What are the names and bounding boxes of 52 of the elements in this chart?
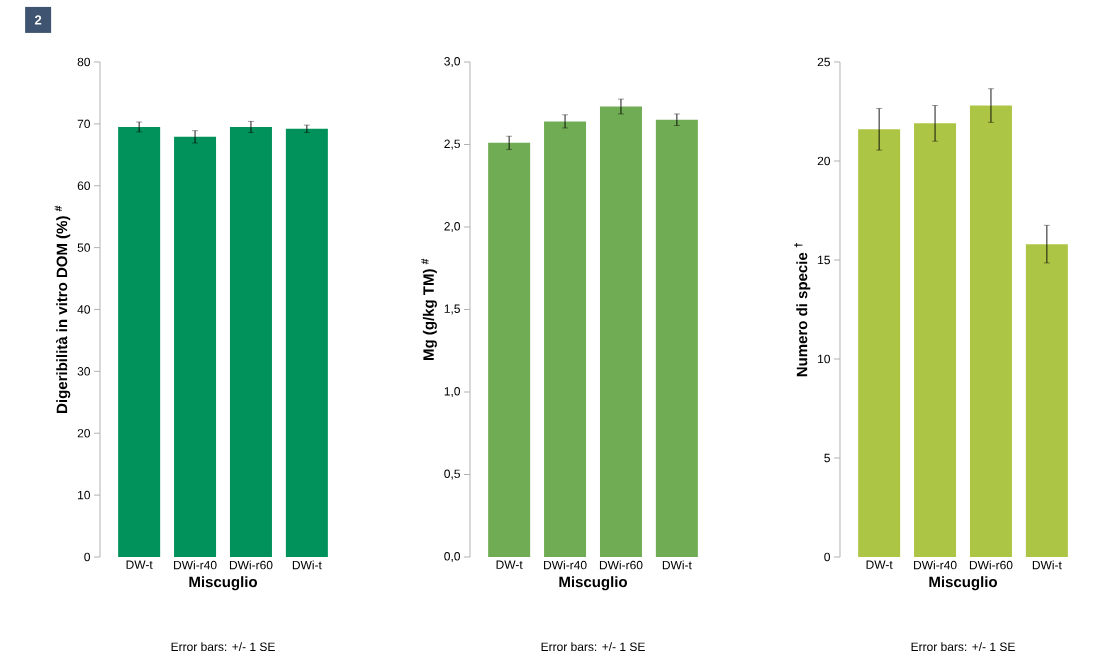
y-tick-label: 60 [77, 181, 91, 190]
y-tick-label: 0,5 [444, 469, 460, 480]
y-tick-label: 1,5 [444, 304, 460, 315]
x-tick-label: DWi-r40 [174, 560, 217, 570]
bar [488, 142, 531, 557]
y-tick-label: 25 [817, 57, 830, 67]
y-tick-label: 20 [817, 156, 831, 166]
bar [544, 121, 587, 557]
x-tick-label: DWi-r60 [969, 560, 1013, 570]
bar [914, 123, 957, 557]
y-tick-label: 1,0 [444, 387, 461, 397]
y-tick-label: 0,0 [444, 552, 461, 562]
bar [599, 106, 642, 557]
y-tick-label: 70 [77, 119, 91, 129]
x-axis-title: Miscuglio [559, 576, 628, 591]
x-tick-label: DWi-t [1032, 560, 1062, 570]
x-axis-title: Miscuglio [929, 576, 998, 591]
text: Error bars: +/- 1 SE [541, 642, 645, 651]
y-tick-label: 10 [818, 354, 831, 364]
y-tick-label: 30 [77, 367, 91, 376]
y-tick-label: 0 [824, 552, 831, 562]
bar [1025, 244, 1068, 557]
y-axis-title: Mg (g/kg TM) $^{#}$ [421, 258, 437, 360]
bar [858, 129, 901, 557]
bar [969, 105, 1012, 557]
x-tick-label: DWi-r40 [544, 560, 587, 570]
y-tick-label: 40 [77, 305, 91, 314]
x-tick-label: DWi-r60 [599, 560, 643, 570]
y-tick-label: 2,5 [444, 139, 460, 150]
y-tick-label: 80 [77, 57, 91, 67]
y-tick-label: 0 [84, 552, 91, 562]
text: Error bars: +/- 1 SE [171, 642, 275, 651]
y-axis-title: Digeribilità in vitro DOM (%) $^{#}$ [54, 205, 71, 413]
y-tick-label: 20 [77, 428, 91, 438]
x-axis-title: Miscuglio [189, 576, 258, 591]
x-tick-label: DWi-r40 [914, 560, 957, 570]
x-tick-label: DWi-r60 [229, 560, 273, 570]
y-tick-label: 10 [78, 490, 91, 500]
y-tick-label: 50 [77, 243, 91, 252]
y-axis-title: Numero di specie $^{†}$ [794, 242, 811, 377]
text: Error bars: +/- 1 SE [911, 642, 1015, 651]
y-tick-label: 5 [824, 453, 830, 463]
chart-title: 2 [34, 15, 42, 25]
x-tick-label: DW-t [496, 560, 523, 569]
x-tick-label: DWi-t [662, 560, 692, 570]
y-tick-label: 15 [818, 255, 830, 265]
x-tick-label: DW-t [126, 560, 153, 569]
y-tick-label: 2,0 [444, 222, 461, 232]
x-tick-label: DW-t [866, 560, 893, 569]
y-tick-label: 3,0 [444, 57, 461, 67]
bar [655, 119, 698, 557]
x-tick-label: DWi-t [292, 560, 322, 570]
